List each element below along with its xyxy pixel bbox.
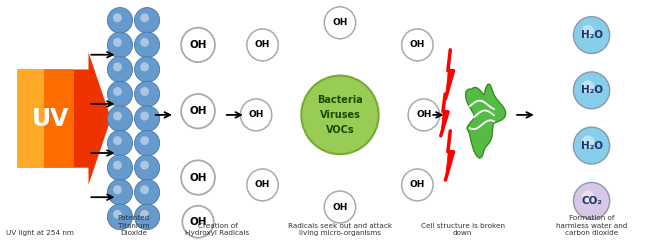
Ellipse shape	[574, 183, 610, 219]
Text: OH: OH	[410, 180, 425, 189]
Polygon shape	[446, 131, 453, 180]
Ellipse shape	[408, 99, 440, 131]
Text: H₂O: H₂O	[581, 141, 603, 151]
Text: OH: OH	[416, 110, 432, 119]
Ellipse shape	[135, 8, 160, 33]
Polygon shape	[441, 94, 448, 136]
Ellipse shape	[581, 80, 594, 93]
Ellipse shape	[113, 185, 122, 194]
Ellipse shape	[113, 112, 122, 121]
Ellipse shape	[581, 135, 594, 148]
Ellipse shape	[581, 25, 594, 38]
Text: OH: OH	[248, 110, 264, 119]
Ellipse shape	[113, 87, 122, 96]
Ellipse shape	[140, 112, 149, 121]
Ellipse shape	[324, 191, 356, 223]
Text: OH: OH	[332, 18, 348, 27]
Polygon shape	[17, 69, 73, 168]
Text: Patented
Titanium
Dioxide: Patented Titanium Dioxide	[117, 215, 150, 236]
Ellipse shape	[108, 204, 133, 230]
Ellipse shape	[135, 106, 160, 131]
Ellipse shape	[140, 62, 149, 71]
Ellipse shape	[135, 57, 160, 82]
Ellipse shape	[113, 62, 122, 71]
Ellipse shape	[108, 32, 133, 58]
Ellipse shape	[108, 180, 133, 205]
Text: Radicals seek out and attack
living micro-organisms: Radicals seek out and attack living micr…	[288, 223, 392, 236]
Ellipse shape	[113, 136, 122, 145]
Text: Formation of
harmless water and
carbon dioxide: Formation of harmless water and carbon d…	[556, 215, 627, 236]
Text: OH: OH	[410, 41, 425, 49]
Text: Cell structure is broken
down: Cell structure is broken down	[420, 223, 504, 236]
Ellipse shape	[108, 106, 133, 131]
Ellipse shape	[135, 155, 160, 181]
Text: H₂O: H₂O	[581, 30, 603, 40]
Text: OH: OH	[255, 180, 270, 189]
Ellipse shape	[140, 13, 149, 22]
Text: OH: OH	[189, 40, 207, 50]
Ellipse shape	[113, 13, 122, 22]
Ellipse shape	[182, 206, 214, 238]
Ellipse shape	[574, 17, 610, 54]
Ellipse shape	[302, 76, 379, 154]
Ellipse shape	[135, 204, 160, 230]
Ellipse shape	[181, 160, 215, 195]
Text: OH: OH	[189, 106, 207, 116]
Ellipse shape	[108, 130, 133, 156]
Ellipse shape	[135, 130, 160, 156]
Polygon shape	[17, 52, 111, 185]
Ellipse shape	[140, 38, 149, 47]
Ellipse shape	[140, 161, 149, 170]
Ellipse shape	[108, 155, 133, 181]
Ellipse shape	[402, 29, 433, 61]
Ellipse shape	[581, 191, 594, 204]
Ellipse shape	[247, 169, 279, 201]
Ellipse shape	[140, 210, 149, 219]
Polygon shape	[17, 69, 44, 168]
Ellipse shape	[574, 72, 610, 109]
Ellipse shape	[247, 29, 279, 61]
Text: CO₂: CO₂	[581, 196, 602, 206]
Ellipse shape	[140, 185, 149, 194]
Ellipse shape	[240, 99, 272, 131]
Text: OH: OH	[332, 203, 348, 211]
Polygon shape	[465, 84, 506, 158]
Ellipse shape	[135, 32, 160, 58]
Text: OH: OH	[189, 217, 207, 227]
Text: OH: OH	[255, 41, 270, 49]
Ellipse shape	[140, 87, 149, 96]
Ellipse shape	[140, 136, 149, 145]
Text: Creation of
Hydroxyl Radicals: Creation of Hydroxyl Radicals	[185, 223, 249, 236]
Polygon shape	[446, 50, 453, 99]
Ellipse shape	[108, 81, 133, 107]
Ellipse shape	[135, 81, 160, 107]
Ellipse shape	[113, 210, 122, 219]
Ellipse shape	[324, 7, 356, 39]
Text: Bacteria
Viruses
VOCs: Bacteria Viruses VOCs	[317, 95, 363, 135]
Ellipse shape	[108, 8, 133, 33]
Ellipse shape	[402, 169, 433, 201]
Ellipse shape	[108, 57, 133, 82]
Ellipse shape	[574, 127, 610, 164]
Ellipse shape	[113, 161, 122, 170]
Text: UV: UV	[32, 107, 69, 131]
Ellipse shape	[135, 180, 160, 205]
Text: UV light at 254 nm: UV light at 254 nm	[6, 230, 74, 236]
Ellipse shape	[181, 28, 215, 62]
Ellipse shape	[181, 94, 215, 128]
Text: H₂O: H₂O	[581, 85, 603, 95]
Ellipse shape	[113, 38, 122, 47]
Text: OH: OH	[189, 173, 207, 183]
